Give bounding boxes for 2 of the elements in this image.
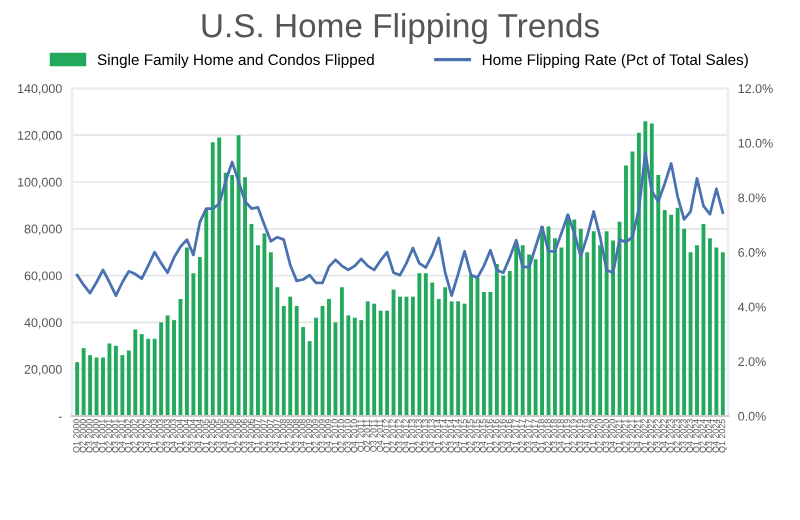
line-series [75, 151, 725, 297]
chart-title: U.S. Home Flipping Trends [202, 13, 599, 45]
